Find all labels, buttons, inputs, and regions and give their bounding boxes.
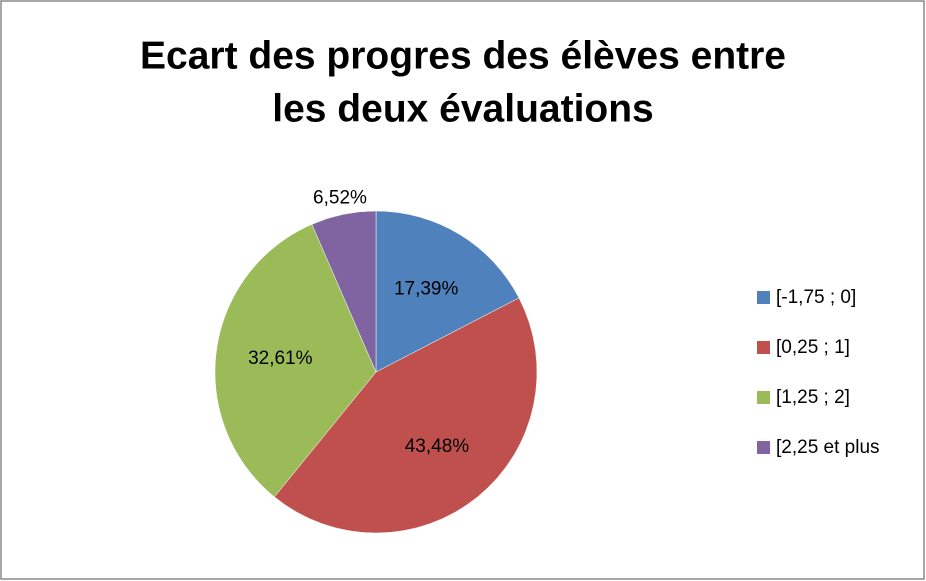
data-label: 43,48% bbox=[405, 436, 470, 457]
legend-label: [0,25 ; 1] bbox=[776, 337, 850, 358]
legend-label: [-1,75 ; 0] bbox=[776, 287, 856, 308]
data-label: 17,39% bbox=[394, 278, 459, 299]
chart-title: Ecart des progres des élèves entre bbox=[140, 34, 786, 77]
legend-label: [1,25 ; 2] bbox=[776, 387, 850, 408]
pie-slice bbox=[214, 223, 377, 498]
legend-swatch bbox=[757, 341, 770, 354]
legend-swatch bbox=[757, 441, 770, 454]
pie-slice bbox=[274, 297, 538, 534]
data-label: 32,61% bbox=[248, 348, 313, 369]
legend-swatch bbox=[757, 291, 770, 304]
pie-slice bbox=[375, 210, 520, 373]
legend-swatch bbox=[757, 391, 770, 404]
data-label: 6,52% bbox=[313, 188, 367, 209]
pie-slice bbox=[311, 210, 377, 373]
chart-title: les deux évaluations bbox=[272, 87, 654, 130]
legend-label: [2,25 et plus bbox=[776, 437, 880, 458]
